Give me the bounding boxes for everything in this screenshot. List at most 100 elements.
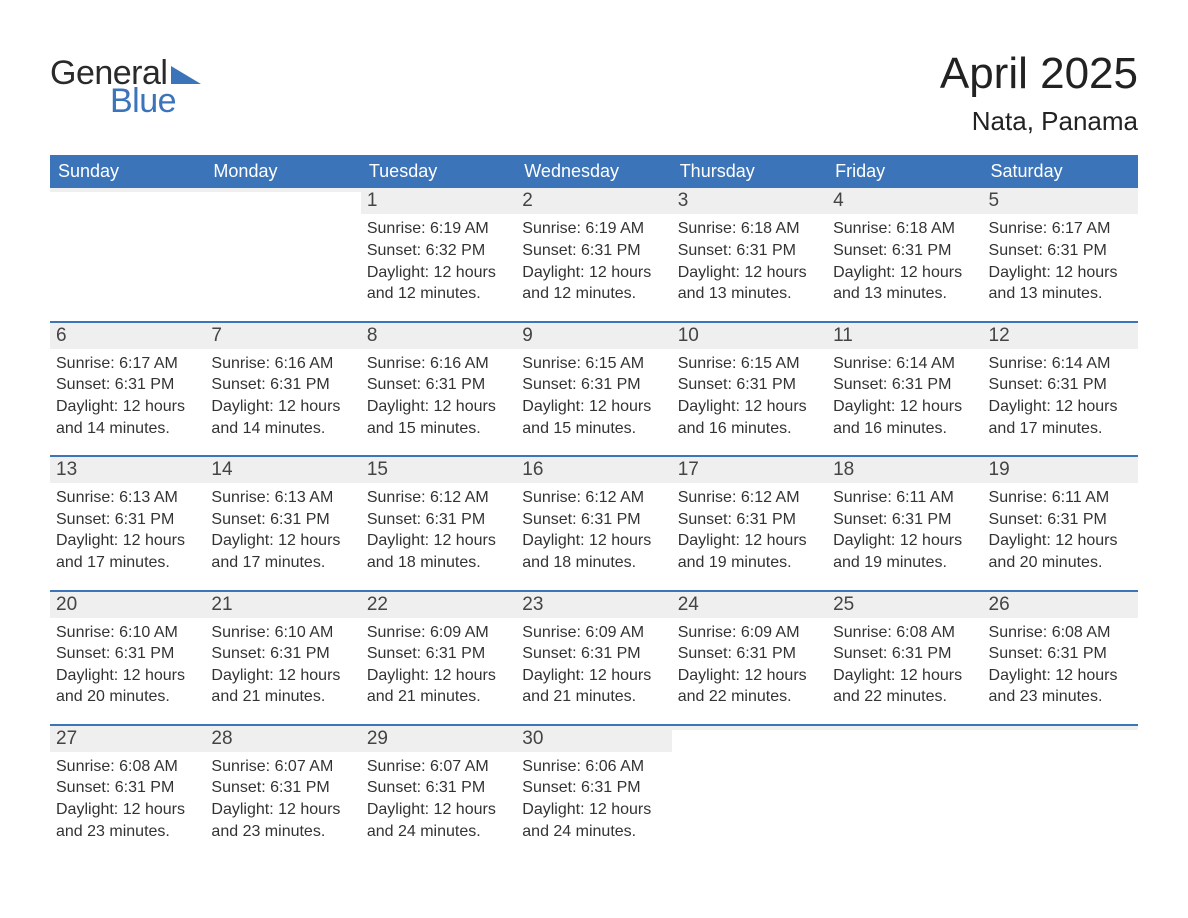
- sunrise-value: 6:16 AM: [275, 355, 334, 372]
- daylight-label: Daylight:: [56, 801, 118, 818]
- sunrise-label: Sunrise:: [367, 624, 426, 641]
- calendar-cell: 7Sunrise: 6:16 AMSunset: 6:31 PMDaylight…: [205, 323, 360, 455]
- sunrise-line: Sunrise: 6:08 AM: [989, 622, 1132, 644]
- sunrise-value: 6:12 AM: [741, 489, 800, 506]
- sunrise-line: Sunrise: 6:09 AM: [367, 622, 510, 644]
- day-detail: Sunrise: 6:09 AMSunset: 6:31 PMDaylight:…: [678, 622, 821, 708]
- daylight-line: Daylight: 12 hours and 19 minutes.: [833, 530, 976, 573]
- sunrise-value: 6:06 AM: [585, 758, 644, 775]
- sunset-value: 6:31 PM: [426, 645, 486, 662]
- page: General Blue April 2025 Nata, Panama Sun…: [0, 0, 1188, 898]
- calendar-cell: 4Sunrise: 6:18 AMSunset: 6:31 PMDaylight…: [827, 188, 982, 320]
- header: General Blue April 2025 Nata, Panama: [50, 50, 1138, 137]
- sunrise-line: Sunrise: 6:17 AM: [989, 218, 1132, 240]
- day-number: 27: [56, 728, 77, 749]
- sunrise-line: Sunrise: 6:18 AM: [833, 218, 976, 240]
- day-detail: Sunrise: 6:17 AMSunset: 6:31 PMDaylight:…: [56, 353, 199, 439]
- sunrise-label: Sunrise:: [989, 220, 1048, 237]
- logo-word2: Blue: [110, 84, 201, 118]
- day-number: 3: [678, 190, 689, 211]
- day-detail: Sunrise: 6:08 AMSunset: 6:31 PMDaylight:…: [989, 622, 1132, 708]
- calendar-cell: 25Sunrise: 6:08 AMSunset: 6:31 PMDayligh…: [827, 592, 982, 724]
- sunset-label: Sunset:: [56, 645, 110, 662]
- sunrise-line: Sunrise: 6:07 AM: [211, 756, 354, 778]
- sunrise-value: 6:19 AM: [585, 220, 644, 237]
- daylight-line: Daylight: 12 hours and 12 minutes.: [522, 262, 665, 305]
- sunset-line: Sunset: 6:31 PM: [989, 374, 1132, 396]
- sunrise-label: Sunrise:: [989, 355, 1048, 372]
- sunrise-line: Sunrise: 6:19 AM: [522, 218, 665, 240]
- sunset-value: 6:31 PM: [270, 511, 330, 528]
- sunset-value: 6:32 PM: [426, 242, 486, 259]
- calendar-cell: 16Sunrise: 6:12 AMSunset: 6:31 PMDayligh…: [516, 457, 671, 589]
- day-number: 17: [678, 459, 699, 480]
- day-number: 25: [833, 594, 854, 615]
- daylight-label: Daylight:: [522, 801, 584, 818]
- sunrise-line: Sunrise: 6:08 AM: [56, 756, 199, 778]
- day-detail: Sunrise: 6:15 AMSunset: 6:31 PMDaylight:…: [678, 353, 821, 439]
- sunset-label: Sunset:: [678, 242, 732, 259]
- sunset-value: 6:31 PM: [1047, 242, 1107, 259]
- daylight-line: Daylight: 12 hours and 19 minutes.: [678, 530, 821, 573]
- day-number: 20: [56, 594, 77, 615]
- daynum-row: 1: [361, 188, 516, 214]
- calendar: SundayMondayTuesdayWednesdayThursdayFrid…: [50, 155, 1138, 858]
- day-detail: Sunrise: 6:09 AMSunset: 6:31 PMDaylight:…: [522, 622, 665, 708]
- sunrise-value: 6:08 AM: [119, 758, 178, 775]
- sunset-label: Sunset:: [367, 511, 421, 528]
- day-number: 8: [367, 325, 378, 346]
- daynum-row: [983, 726, 1138, 730]
- sunrise-value: 6:18 AM: [741, 220, 800, 237]
- sunrise-label: Sunrise:: [56, 624, 115, 641]
- day-detail: Sunrise: 6:11 AMSunset: 6:31 PMDaylight:…: [833, 487, 976, 573]
- sunrise-value: 6:13 AM: [119, 489, 178, 506]
- daylight-line: Daylight: 12 hours and 23 minutes.: [211, 799, 354, 842]
- sunset-label: Sunset:: [367, 242, 421, 259]
- day-detail: Sunrise: 6:07 AMSunset: 6:31 PMDaylight:…: [367, 756, 510, 842]
- sunset-label: Sunset:: [989, 511, 1043, 528]
- daynum-row: 7: [205, 323, 360, 349]
- sunrise-line: Sunrise: 6:15 AM: [522, 353, 665, 375]
- daynum-row: 19: [983, 457, 1138, 483]
- sunset-value: 6:31 PM: [426, 511, 486, 528]
- sunrise-label: Sunrise:: [56, 355, 115, 372]
- sunset-label: Sunset:: [211, 645, 265, 662]
- daylight-label: Daylight:: [678, 667, 740, 684]
- calendar-cell: 22Sunrise: 6:09 AMSunset: 6:31 PMDayligh…: [361, 592, 516, 724]
- daynum-row: [827, 726, 982, 730]
- daynum-row: 17: [672, 457, 827, 483]
- daylight-label: Daylight:: [211, 398, 273, 415]
- daylight-line: Daylight: 12 hours and 21 minutes.: [211, 665, 354, 708]
- daylight-label: Daylight:: [833, 398, 895, 415]
- sunrise-line: Sunrise: 6:08 AM: [833, 622, 976, 644]
- daylight-line: Daylight: 12 hours and 18 minutes.: [522, 530, 665, 573]
- sunrise-value: 6:10 AM: [119, 624, 178, 641]
- daynum-row: 3: [672, 188, 827, 214]
- day-detail: Sunrise: 6:15 AMSunset: 6:31 PMDaylight:…: [522, 353, 665, 439]
- sunrise-line: Sunrise: 6:12 AM: [367, 487, 510, 509]
- sunset-line: Sunset: 6:31 PM: [833, 509, 976, 531]
- sunset-line: Sunset: 6:31 PM: [522, 777, 665, 799]
- calendar-cell: 9Sunrise: 6:15 AMSunset: 6:31 PMDaylight…: [516, 323, 671, 455]
- sunset-line: Sunset: 6:31 PM: [56, 643, 199, 665]
- sunset-label: Sunset:: [56, 511, 110, 528]
- day-number: 10: [678, 325, 699, 346]
- sunset-line: Sunset: 6:31 PM: [522, 374, 665, 396]
- day-number: 4: [833, 190, 844, 211]
- calendar-cell: 20Sunrise: 6:10 AMSunset: 6:31 PMDayligh…: [50, 592, 205, 724]
- day-detail: Sunrise: 6:14 AMSunset: 6:31 PMDaylight:…: [989, 353, 1132, 439]
- daylight-line: Daylight: 12 hours and 13 minutes.: [989, 262, 1132, 305]
- sunrise-label: Sunrise:: [678, 220, 737, 237]
- sunset-line: Sunset: 6:32 PM: [367, 240, 510, 262]
- day-number: 24: [678, 594, 699, 615]
- daynum-row: 2: [516, 188, 671, 214]
- sunrise-line: Sunrise: 6:10 AM: [211, 622, 354, 644]
- sunset-value: 6:31 PM: [892, 645, 952, 662]
- daylight-label: Daylight:: [522, 264, 584, 281]
- sunset-label: Sunset:: [56, 376, 110, 393]
- sunrise-value: 6:18 AM: [896, 220, 955, 237]
- sunrise-value: 6:08 AM: [1052, 624, 1111, 641]
- sunset-value: 6:31 PM: [115, 645, 175, 662]
- daynum-row: 26: [983, 592, 1138, 618]
- daynum-row: 30: [516, 726, 671, 752]
